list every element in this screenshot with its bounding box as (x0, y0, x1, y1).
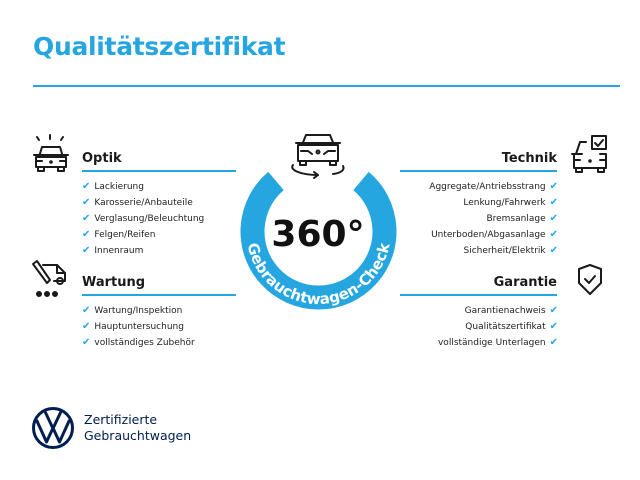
list-item: ✔ Hauptuntersuchung (82, 321, 184, 332)
list-item: ✔ Innenraum (82, 245, 144, 256)
car-rotate-icon (291, 134, 345, 179)
check-icon: ✔ (82, 197, 91, 208)
list-item: ✔ vollständiges Zubehör (82, 337, 195, 348)
list-item: Garantienachweis ✔ (464, 305, 558, 316)
badge-ring (240, 171, 397, 310)
list-item: Sicherheit/Elektrik ✔ (463, 245, 558, 256)
check-icon: ✔ (82, 229, 91, 240)
list-item: ✔ Wartung/Inspektion (82, 305, 183, 316)
title-divider (33, 85, 620, 87)
list-item: Qualitätszertifikat ✔ (465, 321, 558, 332)
check-icon: ✔ (82, 321, 91, 332)
list-item: Lenkung/Fahrwerk ✔ (463, 197, 558, 208)
list-item: Unterboden/Abgasanlage ✔ (431, 229, 558, 240)
check-icon: ✔ (549, 245, 558, 256)
wartung-list: ✔ Wartung/Inspektion ✔ Hauptuntersuchung ✔… (82, 303, 195, 351)
section-heading-technik: Technik (501, 151, 557, 166)
check-icon: ✔ (549, 337, 558, 348)
check-icon: ✔ (549, 305, 558, 316)
section-divider (82, 170, 236, 172)
check-icon: ✔ (549, 181, 558, 192)
section-heading-optik: Optik (82, 151, 122, 166)
list-item: Bremsanlage ✔ (486, 213, 558, 224)
check-icon: ✔ (82, 337, 91, 348)
car-checklist-icon (571, 135, 607, 173)
page-title: Qualitätszertifikat (33, 32, 286, 61)
service-tools-icon (32, 260, 66, 297)
garantie-list: Garantienachweis ✔ Qualitätszertifikat ✔ v… (438, 303, 558, 351)
list-item: ✔ Lackierung (82, 181, 144, 192)
list-item: ✔ Verglasung/Beleuchtung (82, 213, 205, 224)
car-lights-icon (33, 134, 69, 172)
list-item: Aggregate/Antriebsstrang ✔ (429, 181, 558, 192)
section-heading-garantie: Garantie (493, 275, 557, 290)
list-item: ✔ Karosserie/Anbauteile (82, 197, 193, 208)
shield-check-icon (578, 264, 602, 295)
technik-list: Aggregate/Antriebsstrang ✔ Lenkung/Fahrwe… (429, 179, 558, 259)
section-divider (400, 170, 557, 172)
check-icon: ✔ (549, 213, 558, 224)
footer-brand-text: Zertifizierte Gebrauchtwagen (84, 412, 192, 443)
check-icon: ✔ (82, 245, 91, 256)
section-divider (400, 294, 557, 296)
optik-list: ✔ Lackierung ✔ Karosserie/Anbauteile ✔ Verg… (82, 179, 204, 259)
check-icon: ✔ (82, 213, 91, 224)
list-item: vollständige Unterlagen ✔ (437, 337, 558, 348)
list-item: ✔ Felgen/Reifen (82, 229, 156, 240)
check-icon: ✔ (549, 321, 558, 332)
check-icon: ✔ (82, 181, 91, 192)
360-check-badge: Gebrauchtwagen-Check 360° (240, 134, 397, 310)
check-icon: ✔ (82, 305, 91, 316)
vw-logo (32, 407, 74, 449)
check-icon: ✔ (549, 197, 558, 208)
section-heading-wartung: Wartung (82, 275, 146, 290)
check-icon: ✔ (549, 229, 558, 240)
360-label: 360° (271, 214, 364, 255)
section-divider (82, 294, 236, 296)
